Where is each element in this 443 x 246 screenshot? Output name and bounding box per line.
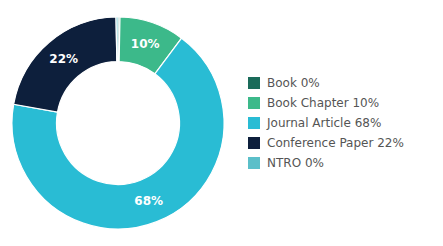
- wedge-labels: 10% 68% 22%: [49, 37, 163, 208]
- legend-label: Book 0%: [267, 76, 320, 90]
- legend-swatch: [248, 137, 260, 149]
- legend-label: Book Chapter 10%: [267, 96, 379, 110]
- data-label: 10%: [131, 37, 160, 51]
- data-label: 22%: [49, 52, 78, 66]
- data-label: 68%: [134, 194, 163, 208]
- legend-label: Journal Article 68%: [266, 116, 381, 130]
- legend-swatch: [248, 77, 260, 89]
- wedge: [14, 17, 117, 112]
- chart: 10% 68% 22% Book 0% Book Chapter 10% Journal …: [0, 0, 443, 246]
- wedges: [12, 17, 224, 229]
- wedge: [116, 17, 118, 62]
- legend-label: NTRO 0%: [267, 156, 324, 170]
- legend-swatch: [248, 157, 260, 169]
- legend: Book 0% Book Chapter 10% Journal Article 6…: [248, 76, 404, 170]
- legend-swatch: [248, 117, 260, 129]
- chart-container: 10% 68% 22% Book 0% Book Chapter 10% Journal …: [0, 0, 443, 246]
- legend-swatch: [248, 97, 260, 109]
- legend-label: Conference Paper 22%: [267, 136, 404, 150]
